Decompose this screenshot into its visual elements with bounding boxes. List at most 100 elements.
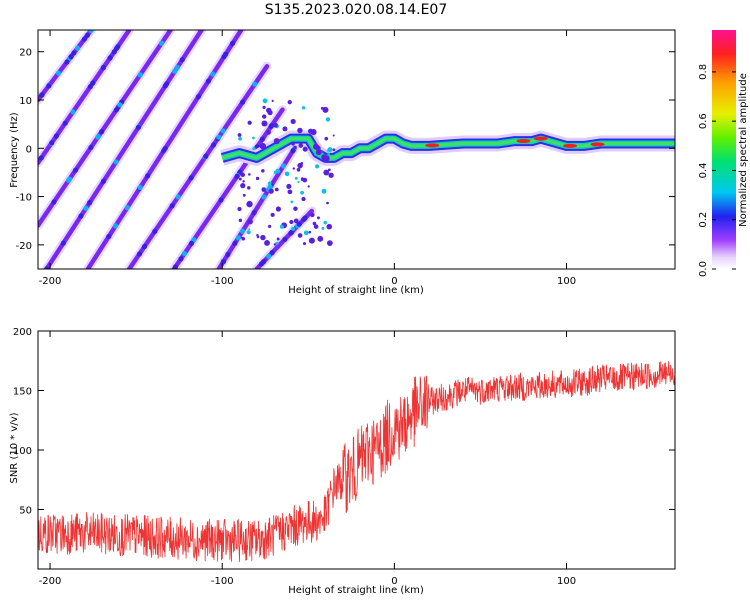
scatter-blob bbox=[310, 212, 315, 218]
ridge-blob bbox=[252, 81, 258, 87]
ridge-blob bbox=[66, 177, 72, 183]
ridge-blob bbox=[74, 45, 81, 51]
scatter-blob bbox=[261, 169, 265, 173]
scatter-blob bbox=[296, 167, 301, 172]
scatter-blob bbox=[290, 118, 296, 125]
scatter-blob bbox=[294, 176, 298, 180]
ridge-blob bbox=[117, 102, 123, 108]
ridge-blob bbox=[288, 230, 294, 236]
snr-plot-area bbox=[38, 331, 675, 569]
scatter-blob bbox=[293, 206, 298, 211]
scatter-blob bbox=[260, 234, 266, 241]
scatter-blob bbox=[307, 128, 314, 134]
ridge-blob bbox=[220, 128, 226, 134]
scatter-blob bbox=[261, 187, 267, 192]
ridge-blob bbox=[218, 197, 224, 203]
x-tick-label: -200 bbox=[39, 576, 62, 587]
scatter-blob bbox=[242, 193, 246, 197]
ridge-line-2 bbox=[38, 30, 173, 228]
spectrogram-frame bbox=[37, 29, 676, 270]
scatter-blob bbox=[246, 200, 253, 208]
x-tick-label: 0 bbox=[391, 576, 397, 587]
x-tick-label: -200 bbox=[39, 276, 62, 287]
ridge-blob bbox=[62, 120, 68, 126]
ridge-blob bbox=[100, 64, 107, 71]
y-tick-label: 0 bbox=[26, 144, 32, 155]
ridge-blob bbox=[181, 250, 188, 257]
ridge-blob bbox=[49, 140, 55, 146]
scatter-blob bbox=[248, 228, 251, 231]
ridge-blob bbox=[53, 133, 59, 139]
scatter-blob bbox=[247, 218, 253, 225]
scatter-blob bbox=[287, 99, 292, 105]
ridge-blob bbox=[124, 205, 130, 211]
y-tick-label: -20 bbox=[16, 241, 32, 252]
scatter-blob bbox=[320, 106, 324, 110]
scatter-blob bbox=[252, 136, 255, 140]
ridge-blob bbox=[188, 175, 194, 181]
scatter-blob bbox=[307, 185, 310, 188]
scatter-blob bbox=[315, 149, 322, 156]
ridge-line-0 bbox=[38, 30, 94, 103]
scatter-blob bbox=[327, 152, 330, 156]
scatter-blob bbox=[315, 164, 320, 169]
spectrogram-marks bbox=[38, 30, 675, 269]
ridge-blob bbox=[72, 167, 79, 173]
scatter-blob bbox=[240, 236, 243, 239]
figure-title: S135.2023.020.08.14.E07 bbox=[265, 2, 448, 18]
ridge-blob bbox=[179, 57, 185, 63]
ridge-blob bbox=[78, 213, 84, 219]
ridge-blob bbox=[302, 215, 308, 221]
snr-panel: -200 -100 0 100 50 100 150 200 Height of straig… bbox=[9, 327, 676, 596]
ridge-blob bbox=[296, 221, 302, 227]
ridge-blob bbox=[90, 80, 96, 86]
ridge-blob bbox=[203, 153, 209, 159]
ridge-blob bbox=[172, 68, 178, 74]
snr-line bbox=[38, 361, 675, 562]
scatter-blob bbox=[256, 235, 260, 239]
x-tick-label: 100 bbox=[557, 576, 576, 587]
scatter-blob bbox=[317, 235, 324, 242]
scatter-blob bbox=[273, 138, 280, 145]
trace-peak bbox=[425, 143, 440, 148]
colorbar-tick-label: 0.2 bbox=[698, 212, 709, 228]
snr-ylabel: SNR (10 * v/v) bbox=[9, 412, 20, 483]
ridge-blob bbox=[205, 78, 211, 84]
scatter-blob bbox=[238, 218, 243, 223]
ridge-blob bbox=[229, 40, 236, 46]
scatter-blob bbox=[321, 226, 325, 230]
ridge-blob bbox=[38, 155, 44, 161]
scatter-blob bbox=[273, 122, 278, 128]
ridge-blob bbox=[46, 83, 52, 89]
scatter-blob bbox=[247, 120, 252, 125]
scatter-blob bbox=[279, 224, 284, 229]
scatter-blob bbox=[322, 106, 329, 113]
colorbar-label: Normalized spectral amplitude bbox=[738, 73, 749, 227]
scatter-blob bbox=[284, 171, 290, 177]
scatter-blob bbox=[287, 189, 293, 195]
ridge-blob bbox=[269, 250, 275, 256]
scatter-blob bbox=[323, 155, 330, 162]
scatter-blob bbox=[266, 130, 271, 135]
scatter-blob bbox=[328, 172, 334, 178]
ridge-blob bbox=[280, 163, 287, 169]
ridge-blob bbox=[95, 134, 101, 140]
scatter-blob bbox=[308, 237, 315, 244]
x-tick-label: -100 bbox=[211, 576, 234, 587]
ridge-blob bbox=[210, 142, 217, 148]
scatter-blob bbox=[268, 188, 274, 194]
scatter-blob bbox=[270, 212, 275, 217]
ridge-blob bbox=[232, 240, 238, 246]
ridge-blob bbox=[112, 223, 119, 229]
scatter-blob bbox=[297, 127, 303, 134]
trace-peak bbox=[516, 139, 531, 144]
scatter-blob bbox=[332, 134, 335, 137]
x-tick-label: 0 bbox=[391, 276, 397, 287]
scatter-blob bbox=[325, 117, 331, 122]
ridge-blob bbox=[191, 237, 197, 243]
trace-peak bbox=[562, 143, 577, 148]
scatter-blob bbox=[297, 180, 300, 184]
scatter-blob bbox=[289, 219, 294, 225]
ridge-blob bbox=[268, 123, 275, 129]
y-tick-label: 20 bbox=[19, 48, 32, 59]
